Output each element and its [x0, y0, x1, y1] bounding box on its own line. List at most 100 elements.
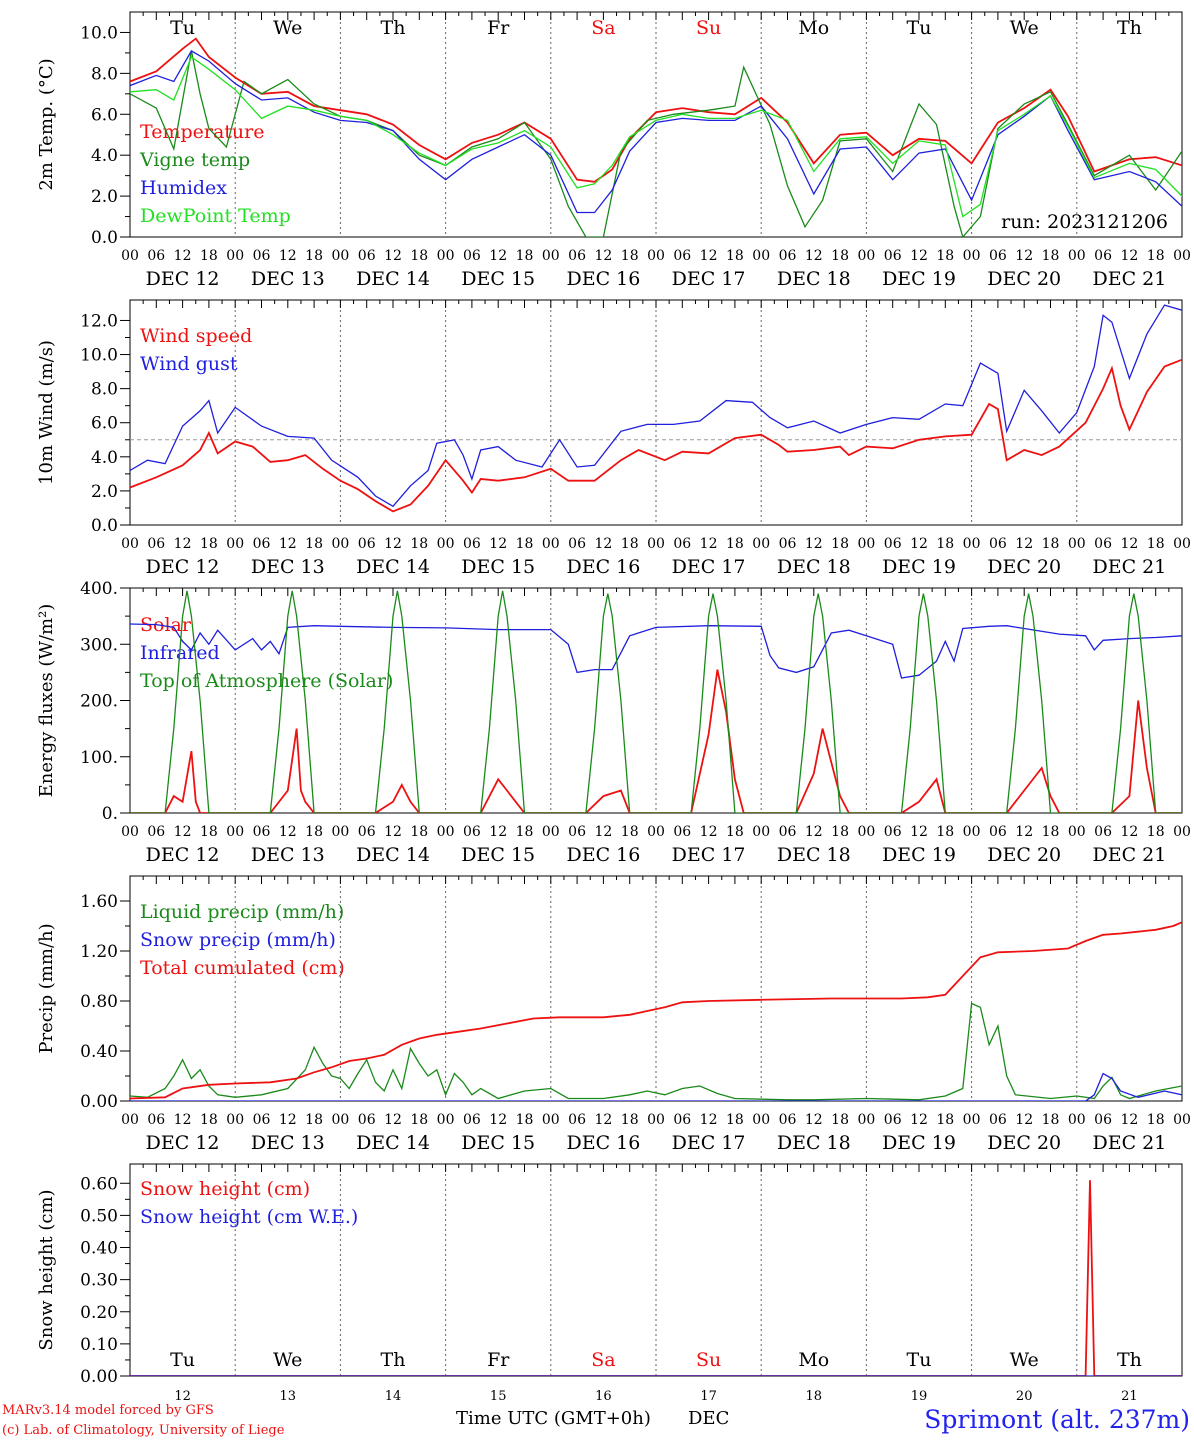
hour-tick-label: 12 [279, 1112, 297, 1128]
y-tick-label: 0. [102, 804, 118, 824]
hour-tick-label: 00 [1068, 1112, 1086, 1128]
date-label: DEC 15 [461, 556, 535, 578]
hour-tick-label: 00 [857, 536, 875, 552]
hour-tick-label: 18 [1042, 1112, 1060, 1128]
legend-entry: DewPoint Temp [140, 205, 291, 227]
hour-tick-label: 06 [147, 824, 165, 840]
panels: 0.0 2.0 4.0 6.0 8.0 10.0 2m Temp. (°C) Temperat… [36, 11, 1191, 1404]
run-label: run: 2023121206 [1001, 211, 1168, 233]
date-label: DEC 18 [777, 844, 851, 866]
hour-tick-label: 00 [226, 536, 244, 552]
date-label: DEC 16 [566, 844, 640, 866]
hour-tick-label: 06 [568, 1112, 586, 1128]
hour-tick-label: 18 [410, 248, 428, 264]
panel-temp: 0.0 2.0 4.0 6.0 8.0 10.0 2m Temp. (°C) Temperat… [36, 11, 1191, 290]
hour-tick-label: 06 [147, 248, 165, 264]
hour-tick-label: 06 [779, 1112, 797, 1128]
y-axis-label: Precip (mm/h) [36, 923, 57, 1053]
hour-tick-label: 06 [463, 1112, 481, 1128]
hour-tick-label: 12 [700, 824, 718, 840]
hour-tick-label: 12 [1015, 536, 1033, 552]
hour-tick-label: 06 [253, 824, 271, 840]
day-number-label: 12 [174, 1389, 191, 1404]
hour-tick-label: 18 [621, 536, 639, 552]
day-number-label: 21 [1121, 1389, 1138, 1404]
hour-tick-label: 06 [358, 248, 376, 264]
hour-tick-label: 12 [174, 1112, 192, 1128]
hour-tick-label: 18 [516, 1112, 534, 1128]
hour-tick-label: 06 [884, 824, 902, 840]
hour-tick-label: 18 [1147, 824, 1165, 840]
hour-tick-label: 00 [437, 248, 455, 264]
legend-entry: Humidex [140, 177, 227, 199]
hour-tick-label: 00 [437, 536, 455, 552]
weekday-label: We [273, 17, 302, 39]
hour-tick-label: 12 [174, 536, 192, 552]
hour-tick-label: 12 [1015, 824, 1033, 840]
weekday-label: Su [696, 1349, 721, 1371]
y-tick-label: 0.00 [80, 1367, 118, 1387]
y-tick-label: 1.60 [80, 892, 118, 912]
model-credit: MARv3.14 model forced by GFS [2, 1403, 214, 1418]
y-tick-label: 6.0 [91, 414, 118, 434]
date-label: DEC 13 [251, 268, 325, 290]
hour-tick-label: 00 [331, 248, 349, 264]
series-wind-0 [130, 358, 1182, 513]
date-label: DEC 12 [146, 1132, 220, 1154]
y-tick-label: 100. [80, 748, 118, 768]
weekday-label: Tu [907, 1349, 932, 1371]
date-label: DEC 21 [1092, 268, 1166, 290]
hour-tick-label: 18 [1042, 824, 1060, 840]
weekday-label: Fr [487, 1349, 510, 1371]
hour-tick-label: 12 [594, 824, 612, 840]
station-title: Sprimont (alt. 237m) [924, 1405, 1190, 1434]
date-label: DEC 15 [461, 844, 535, 866]
hour-tick-label: 18 [936, 248, 954, 264]
hour-tick-label: 00 [121, 248, 139, 264]
date-label: DEC 12 [146, 844, 220, 866]
y-tick-label: 200. [80, 692, 118, 712]
date-label: DEC 14 [356, 556, 430, 578]
hour-tick-label: 00 [752, 536, 770, 552]
date-label: DEC 21 [1092, 556, 1166, 578]
day-number-label: 17 [700, 1389, 717, 1404]
hour-tick-label: 06 [884, 1112, 902, 1128]
hour-tick-label: 18 [200, 1112, 218, 1128]
day-number-label: 14 [385, 1389, 402, 1404]
hour-tick-label: 06 [568, 824, 586, 840]
date-label: DEC 18 [777, 1132, 851, 1154]
hour-tick-label: 18 [831, 824, 849, 840]
series-precip-1 [130, 1072, 1182, 1101]
hour-tick-label: 06 [253, 536, 271, 552]
date-label: DEC 13 [251, 844, 325, 866]
hour-tick-label: 00 [1068, 248, 1086, 264]
legend-entry: Temperature [140, 121, 264, 143]
hour-tick-label: 18 [410, 536, 428, 552]
day-number-label: 19 [911, 1389, 928, 1404]
hour-tick-label: 00 [1173, 1112, 1191, 1128]
legend-entry: Liquid precip (mm/h) [140, 901, 344, 923]
hour-tick-label: 12 [384, 248, 402, 264]
date-label: DEC 12 [146, 556, 220, 578]
date-label: DEC 19 [882, 844, 956, 866]
hour-tick-label: 06 [358, 536, 376, 552]
hour-tick-label: 06 [568, 536, 586, 552]
hour-tick-label: 18 [726, 248, 744, 264]
hour-tick-label: 18 [726, 536, 744, 552]
hour-tick-label: 12 [279, 536, 297, 552]
hour-tick-label: 18 [200, 536, 218, 552]
date-label: DEC 20 [987, 556, 1061, 578]
y-axis-label: 10m Wind (m/s) [36, 340, 57, 485]
hour-tick-label: 18 [831, 536, 849, 552]
hour-tick-label: 18 [305, 1112, 323, 1128]
hour-tick-label: 18 [726, 1112, 744, 1128]
hour-tick-label: 18 [1147, 1112, 1165, 1128]
legend-entry: Solar [140, 614, 192, 636]
y-tick-label: 0.60 [80, 1174, 118, 1194]
date-label: DEC 16 [566, 556, 640, 578]
y-tick-label: 300. [80, 635, 118, 655]
legend-entry: Snow height (cm) [140, 1178, 310, 1200]
hour-tick-label: 18 [621, 248, 639, 264]
weekday-label: Th [381, 1349, 406, 1371]
date-label: DEC 16 [566, 268, 640, 290]
